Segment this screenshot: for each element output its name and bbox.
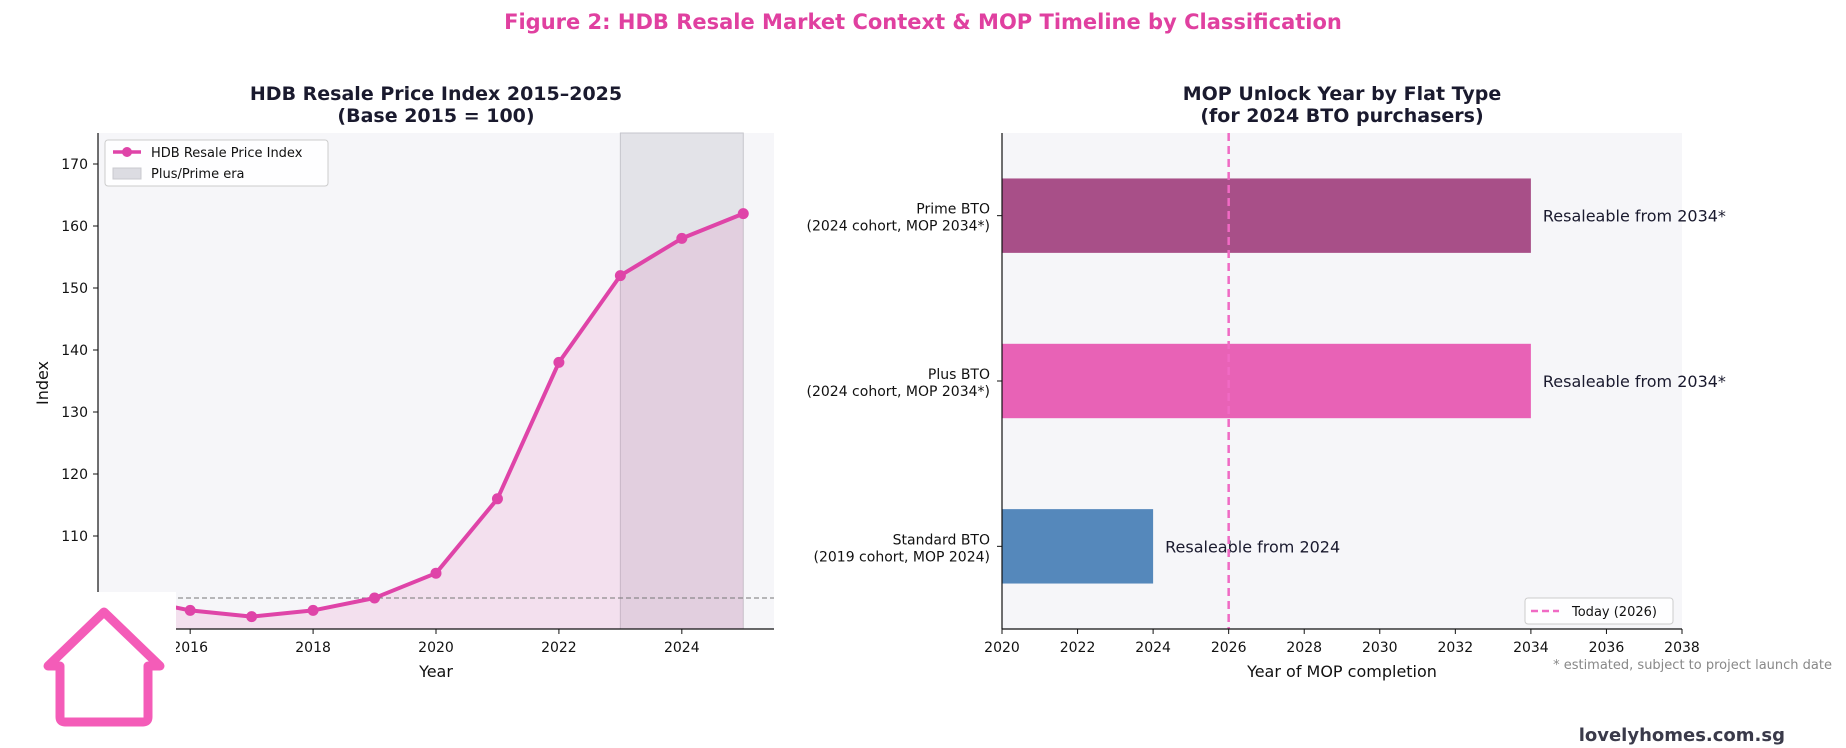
category-sublabel: (2024 cohort, MOP 2034*)	[807, 384, 990, 400]
right-x-tick-label: 2034	[1513, 640, 1549, 656]
plus-prime-era-span	[619, 132, 744, 630]
left-x-axis-label: Year	[418, 662, 453, 681]
left-y-tick-label: 130	[61, 405, 88, 421]
figure-title: Figure 2: HDB Resale Market Context & MO…	[504, 10, 1342, 34]
legend-era-label: Plus/Prime era	[151, 167, 245, 182]
left-chart-title-line-2: (Base 2015 = 100)	[337, 105, 534, 127]
left-y-tick-label: 120	[61, 467, 88, 483]
right-x-tick-label: 2032	[1438, 640, 1474, 656]
left-y-tick-label: 110	[61, 529, 88, 545]
left-chart-title-line-1: HDB Resale Price Index 2015–2025	[250, 83, 622, 105]
left-y-tick-label: 140	[61, 343, 88, 359]
right-x-tick-label: 2030	[1362, 640, 1398, 656]
bar	[1002, 178, 1531, 253]
left-legend-box	[104, 139, 329, 187]
right-x-tick-label: 2022	[1060, 640, 1096, 656]
right-x-tick-label: 2038	[1664, 640, 1700, 656]
legend-marker-swatch	[122, 147, 132, 157]
data-point	[430, 567, 442, 579]
data-point	[307, 604, 319, 616]
left-legend: HDB Resale Price Index Plus/Prime era	[104, 139, 329, 187]
right-chart-title-line-1: MOP Unlock Year by Flat Type	[1183, 83, 1502, 105]
bar	[1002, 509, 1154, 584]
series-area-fill	[128, 213, 744, 629]
house-icon	[34, 592, 176, 742]
right-x-tick-label: 2028	[1286, 640, 1322, 656]
right-x-tick-label: 2026	[1211, 640, 1247, 656]
right-chart-title-line-2: (for 2024 BTO purchasers)	[1200, 105, 1483, 127]
data-point	[553, 356, 565, 368]
category-label: Plus BTO	[928, 367, 990, 383]
data-point	[614, 270, 626, 282]
category-sublabel: (2024 cohort, MOP 2034*)	[807, 219, 990, 235]
left-x-tick-label: 2016	[172, 640, 208, 656]
mop-unlock-chart: MOP Unlock Year by Flat Type (for 2024 B…	[807, 83, 1726, 681]
left-y-tick-label: 160	[61, 219, 88, 235]
data-point	[491, 493, 503, 505]
right-x-tick-label: 2036	[1589, 640, 1625, 656]
left-x-tick-label: 2018	[295, 640, 331, 656]
data-point	[737, 208, 749, 220]
resale-index-chart: HDB Resale Price Index 2015–2025 (Base 2…	[33, 83, 774, 681]
data-point	[676, 232, 688, 244]
data-point	[369, 592, 381, 604]
brand-text: lovelyhomes.com.sg	[1579, 725, 1785, 746]
left-y-tick-label: 170	[61, 157, 88, 173]
left-x-tick-label: 2022	[541, 640, 577, 656]
right-x-tick-label: 2024	[1135, 640, 1171, 656]
legend-series-label: HDB Resale Price Index	[151, 146, 303, 161]
footnote: * estimated, subject to project launch d…	[1553, 658, 1832, 673]
category-label: Prime BTO	[916, 202, 990, 218]
category-label: Standard BTO	[893, 532, 990, 548]
legend-era-swatch	[112, 167, 142, 180]
bar-value-label: Resaleable from 2034*	[1543, 372, 1726, 391]
left-y-tick-label: 150	[61, 281, 88, 297]
legend-today-label: Today (2026)	[1571, 605, 1657, 620]
bar	[1002, 343, 1531, 419]
right-legend-box	[1524, 597, 1674, 625]
left-x-tick-label: 2024	[664, 640, 700, 656]
bar-value-label: Resaleable from 2024	[1165, 537, 1340, 556]
right-x-axis-label: Year of MOP completion	[1246, 662, 1437, 681]
right-legend: Today (2026)	[1524, 597, 1674, 625]
right-x-tick-label: 2020	[984, 640, 1020, 656]
bar-value-label: Resaleable from 2034*	[1543, 207, 1726, 226]
data-point	[246, 611, 258, 623]
left-y-axis-label: Index	[33, 361, 52, 405]
left-x-tick-label: 2020	[418, 640, 454, 656]
category-sublabel: (2019 cohort, MOP 2024)	[814, 549, 990, 565]
data-point	[184, 604, 196, 616]
